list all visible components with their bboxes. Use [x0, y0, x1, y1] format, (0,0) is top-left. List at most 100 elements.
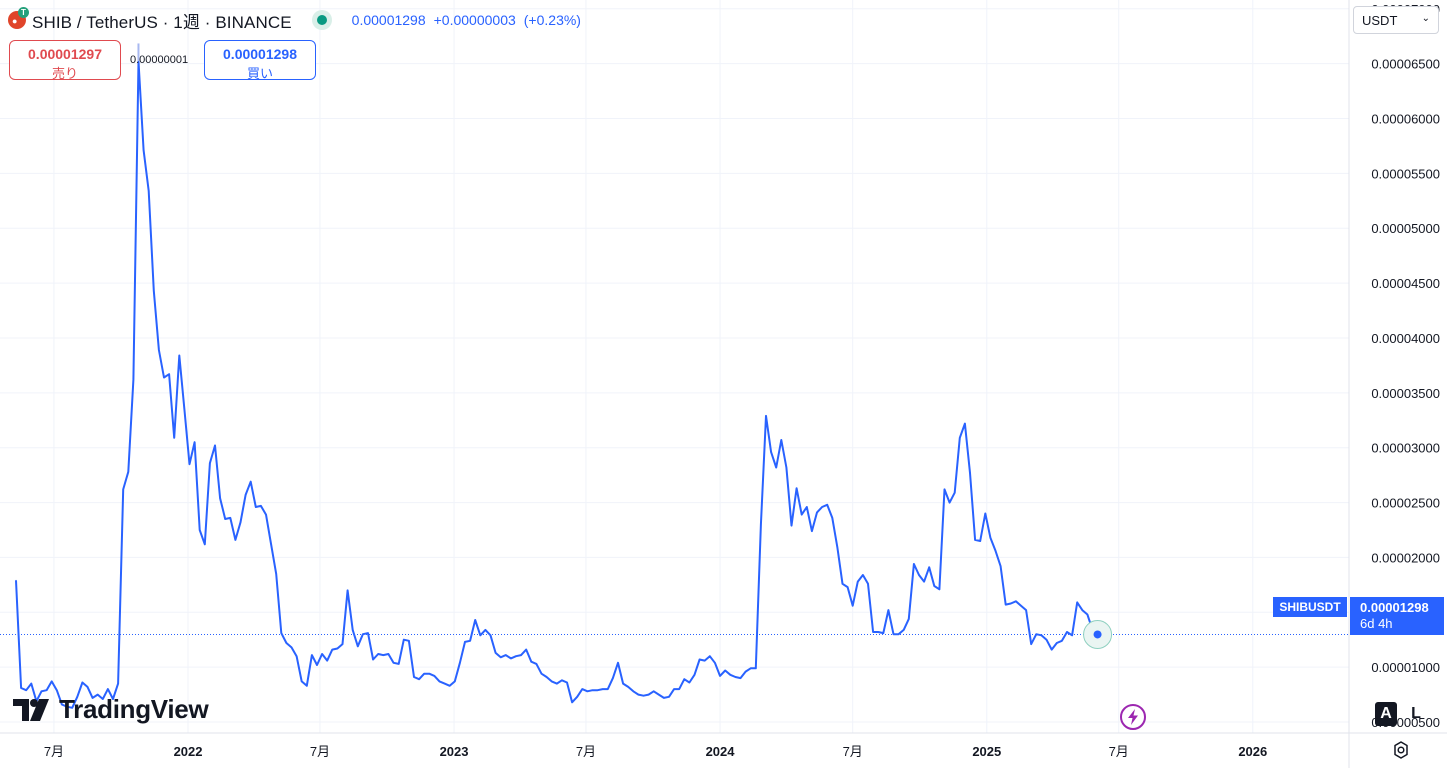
data-point: [653, 690, 655, 692]
symbol-price-label: SHIBUSDT: [1273, 597, 1347, 617]
data-point: [658, 693, 660, 696]
data-point: [683, 678, 685, 680]
data-point: [285, 642, 288, 644]
data-point: [642, 695, 645, 697]
data-point: [168, 373, 170, 375]
y-tick-label: 0.00003500: [1371, 386, 1440, 401]
data-point: [433, 675, 435, 677]
market-status-icon[interactable]: [311, 10, 332, 30]
x-tick-label: 7月: [1109, 744, 1129, 759]
data-point: [994, 550, 997, 552]
data-point: [489, 634, 492, 636]
tradingview-logo[interactable]: TradingView: [13, 694, 209, 725]
data-point: [576, 696, 578, 698]
data-point: [30, 683, 32, 685]
y-tick-label: 0.00005500: [1371, 166, 1440, 181]
y-tick-label: 0.00002000: [1371, 550, 1440, 565]
data-point: [836, 546, 838, 549]
x-tick-label: 7月: [310, 744, 330, 759]
buy-label: 買い: [246, 66, 273, 81]
data-point: [1015, 600, 1017, 602]
chevron-down-icon: ⌄: [1421, 13, 1430, 24]
data-point: [872, 631, 874, 633]
data-point: [81, 681, 83, 684]
data-point: [265, 514, 267, 516]
series-line-shibusdt: [15, 60, 1099, 709]
data-point: [214, 444, 216, 447]
log-scale-button[interactable]: L: [1411, 705, 1421, 722]
sell-price: 0.00001297: [28, 46, 102, 62]
data-point: [1005, 604, 1007, 606]
data-point: [678, 688, 680, 690]
data-point: [765, 415, 767, 417]
data-point: [56, 689, 58, 691]
data-point: [408, 640, 410, 642]
data-point: [280, 632, 282, 634]
data-point: [71, 707, 73, 709]
data-point: [913, 563, 915, 565]
data-point: [780, 439, 782, 441]
data-point: [954, 492, 956, 494]
data-point: [709, 655, 711, 657]
data-point: [199, 529, 201, 531]
data-point: [928, 566, 930, 568]
sell-button[interactable]: 0.00001297 売り: [9, 40, 121, 81]
x-tick-label: 2024: [706, 744, 736, 759]
auto-scale-button[interactable]: A: [1375, 702, 1397, 726]
data-point: [729, 674, 731, 676]
data-point: [1020, 605, 1022, 607]
last-price: 0.00001298: [351, 12, 426, 28]
data-point: [688, 681, 691, 684]
data-point: [770, 451, 772, 453]
data-point: [219, 497, 221, 499]
y-tick-label: 0.00004500: [1371, 276, 1440, 291]
data-point: [1076, 601, 1078, 604]
data-point: [806, 506, 808, 508]
data-point: [785, 466, 787, 469]
data-point: [1071, 634, 1073, 636]
data-point: [76, 696, 78, 698]
data-point: [270, 543, 272, 545]
data-point: [301, 680, 303, 683]
data-point: [862, 574, 864, 576]
data-point: [1056, 642, 1058, 644]
shib-logo-icon[interactable]: ● T: [8, 7, 29, 29]
data-point: [204, 543, 206, 545]
buy-button[interactable]: 0.00001298 買い: [204, 40, 316, 81]
y-tick-label: 0.00006500: [1371, 57, 1440, 72]
data-point: [122, 488, 124, 490]
data-point: [714, 662, 716, 664]
data-point: [392, 662, 395, 664]
data-point: [704, 659, 706, 662]
data-point: [275, 573, 277, 575]
data-point: [347, 589, 349, 591]
data-point: [66, 706, 68, 708]
lightning-icon[interactable]: [1119, 703, 1147, 736]
data-point: [607, 688, 609, 690]
data-point: [484, 629, 486, 631]
data-point: [474, 619, 476, 621]
data-point: [438, 680, 441, 683]
data-point: [882, 632, 884, 634]
data-point: [515, 655, 517, 657]
settings-gear-icon[interactable]: [1391, 740, 1411, 765]
data-point: [362, 633, 364, 635]
symbol-header: ● T SHIB / TetherUS · 1週 · BINANCE 0.000…: [8, 6, 581, 34]
data-point: [535, 663, 537, 665]
data-point: [290, 646, 293, 649]
data-point: [188, 463, 191, 465]
y-tick-label: 0.00005000: [1371, 221, 1440, 236]
data-point: [1040, 634, 1043, 636]
data-point: [454, 680, 456, 683]
data-point: [989, 537, 992, 539]
data-point: [918, 574, 920, 576]
data-point: [648, 693, 650, 696]
data-point: [816, 511, 818, 514]
data-point: [459, 662, 461, 664]
data-point: [443, 683, 446, 685]
currency-select[interactable]: USDT ⌄: [1353, 6, 1439, 34]
data-point: [428, 673, 430, 675]
data-point: [627, 686, 629, 688]
symbol-title[interactable]: SHIB / TetherUS · 1週 · BINANCE: [32, 12, 292, 32]
